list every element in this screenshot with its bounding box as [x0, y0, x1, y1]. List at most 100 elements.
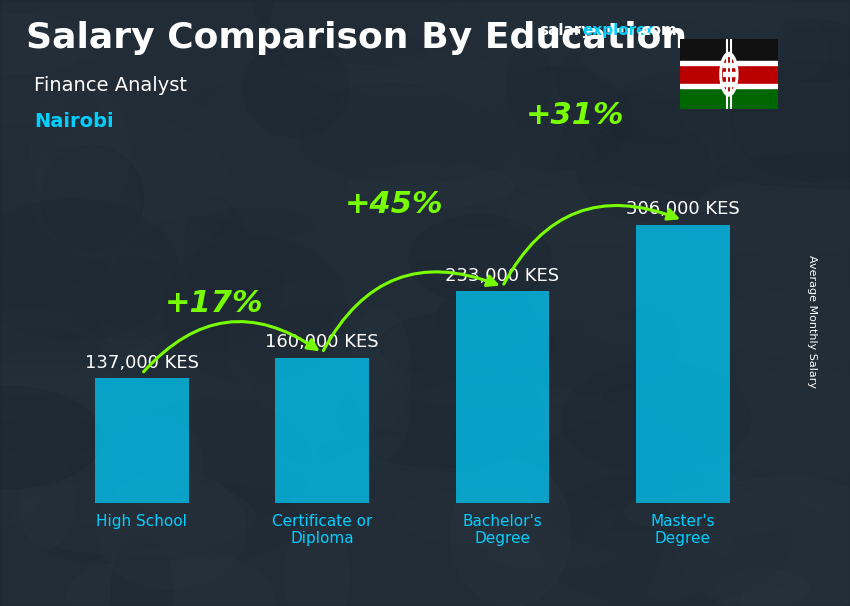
Ellipse shape — [722, 368, 850, 479]
Ellipse shape — [450, 384, 500, 460]
Ellipse shape — [155, 484, 298, 558]
Ellipse shape — [118, 42, 296, 147]
Ellipse shape — [366, 52, 507, 121]
Ellipse shape — [0, 328, 102, 376]
Ellipse shape — [99, 247, 174, 358]
Text: 233,000 KES: 233,000 KES — [445, 267, 559, 285]
Ellipse shape — [612, 90, 682, 168]
Ellipse shape — [458, 215, 667, 322]
Ellipse shape — [274, 304, 356, 339]
Ellipse shape — [106, 415, 202, 510]
Ellipse shape — [31, 119, 231, 265]
Ellipse shape — [487, 543, 618, 567]
Ellipse shape — [165, 267, 332, 351]
Ellipse shape — [39, 523, 207, 564]
Text: explorer: explorer — [582, 23, 654, 38]
Ellipse shape — [562, 361, 751, 474]
Text: Average Monthly Salary: Average Monthly Salary — [807, 255, 817, 388]
Ellipse shape — [301, 84, 479, 178]
Ellipse shape — [112, 218, 283, 351]
Ellipse shape — [582, 310, 745, 346]
Ellipse shape — [678, 4, 828, 92]
Ellipse shape — [410, 215, 551, 303]
Ellipse shape — [460, 285, 679, 397]
Bar — [722, 62, 735, 67]
Ellipse shape — [632, 388, 772, 465]
Ellipse shape — [63, 344, 271, 492]
Ellipse shape — [0, 415, 104, 456]
Ellipse shape — [624, 490, 823, 534]
Ellipse shape — [0, 413, 47, 521]
Ellipse shape — [396, 488, 615, 547]
Bar — [636, 225, 729, 503]
Ellipse shape — [731, 487, 835, 525]
Ellipse shape — [720, 53, 738, 96]
Ellipse shape — [65, 548, 275, 606]
Ellipse shape — [317, 431, 558, 471]
Text: +45%: +45% — [345, 190, 444, 219]
Ellipse shape — [722, 28, 850, 82]
Bar — [275, 358, 369, 503]
Ellipse shape — [731, 59, 850, 182]
Ellipse shape — [97, 471, 246, 589]
Text: Salary Comparison By Education: Salary Comparison By Education — [26, 21, 687, 55]
Bar — [680, 62, 778, 86]
Ellipse shape — [14, 478, 255, 554]
Ellipse shape — [8, 147, 140, 268]
Ellipse shape — [111, 535, 173, 606]
Ellipse shape — [410, 385, 578, 407]
Ellipse shape — [430, 0, 682, 47]
Ellipse shape — [41, 145, 144, 251]
Ellipse shape — [110, 399, 311, 526]
Ellipse shape — [675, 477, 850, 606]
Text: +17%: +17% — [165, 288, 264, 318]
Ellipse shape — [51, 95, 111, 238]
Bar — [680, 39, 778, 62]
Ellipse shape — [359, 445, 439, 584]
Ellipse shape — [594, 456, 662, 598]
Text: 137,000 KES: 137,000 KES — [85, 354, 199, 372]
Ellipse shape — [714, 110, 813, 178]
Ellipse shape — [0, 87, 135, 124]
Ellipse shape — [717, 154, 850, 188]
Ellipse shape — [298, 212, 503, 315]
Ellipse shape — [260, 346, 410, 481]
Ellipse shape — [559, 318, 660, 349]
Ellipse shape — [20, 451, 74, 548]
Ellipse shape — [0, 309, 142, 417]
Ellipse shape — [507, 42, 550, 129]
Ellipse shape — [537, 471, 791, 606]
Bar — [456, 291, 549, 503]
Ellipse shape — [348, 163, 513, 208]
Ellipse shape — [306, 310, 394, 407]
Ellipse shape — [666, 464, 747, 562]
Ellipse shape — [716, 570, 809, 606]
Ellipse shape — [250, 353, 373, 462]
Ellipse shape — [46, 39, 138, 62]
Ellipse shape — [592, 514, 739, 598]
Ellipse shape — [0, 364, 119, 396]
Ellipse shape — [0, 459, 86, 499]
Ellipse shape — [631, 0, 791, 72]
Ellipse shape — [679, 177, 850, 255]
Ellipse shape — [698, 436, 753, 492]
Ellipse shape — [298, 98, 522, 183]
Text: Nairobi: Nairobi — [34, 112, 114, 131]
Ellipse shape — [584, 488, 839, 595]
Ellipse shape — [477, 67, 632, 170]
Ellipse shape — [712, 288, 850, 361]
Ellipse shape — [577, 0, 784, 99]
Ellipse shape — [9, 239, 198, 259]
Bar — [680, 61, 778, 65]
Ellipse shape — [298, 225, 539, 260]
Bar — [722, 82, 735, 86]
Ellipse shape — [243, 41, 348, 138]
Bar — [680, 84, 778, 88]
Ellipse shape — [196, 209, 316, 239]
Ellipse shape — [228, 281, 409, 415]
Ellipse shape — [632, 23, 698, 139]
Ellipse shape — [712, 161, 791, 191]
Ellipse shape — [351, 308, 411, 428]
Ellipse shape — [334, 436, 441, 531]
Ellipse shape — [522, 531, 740, 606]
